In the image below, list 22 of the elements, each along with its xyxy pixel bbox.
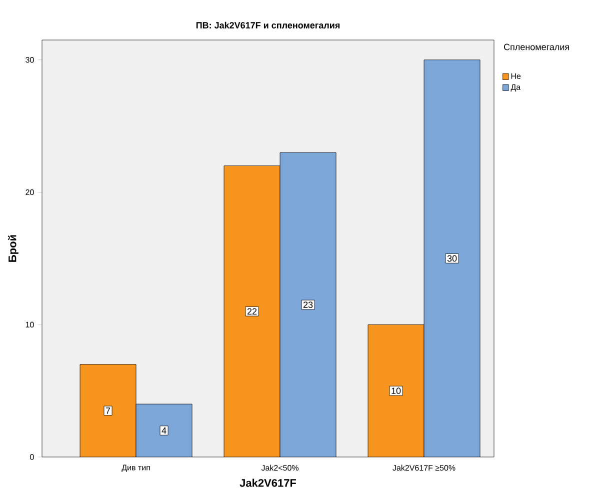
data-label: 23 bbox=[303, 302, 313, 308]
x-tick-label: Див тип bbox=[122, 464, 150, 472]
legend-title: Спленомегалия bbox=[504, 44, 569, 50]
data-label: 4 bbox=[162, 427, 166, 434]
y-tick-label: 0 bbox=[30, 454, 34, 460]
legend-label: Да bbox=[510, 84, 521, 92]
x-tick-label: Jak2<50% bbox=[261, 464, 299, 471]
data-label: 30 bbox=[447, 255, 457, 262]
bar bbox=[368, 324, 424, 457]
x-tick-label: Jak2V617F ≥50% bbox=[392, 464, 456, 471]
y-axis-title: Брой bbox=[8, 235, 18, 262]
y-tick-label: 30 bbox=[26, 57, 34, 63]
data-label: 10 bbox=[392, 388, 401, 394]
data-label: 22 bbox=[247, 308, 257, 315]
data-label: 7 bbox=[106, 408, 110, 414]
bar bbox=[80, 364, 136, 457]
y-tick-label: 10 bbox=[26, 322, 34, 328]
legend-label: Не bbox=[511, 73, 521, 79]
chart-title: ПВ: Jak2V617F и спленомегалия bbox=[196, 22, 340, 28]
y-tick-label: 20 bbox=[26, 189, 34, 196]
bar bbox=[224, 166, 280, 457]
x-axis-title: Jak2V617F bbox=[240, 478, 296, 487]
